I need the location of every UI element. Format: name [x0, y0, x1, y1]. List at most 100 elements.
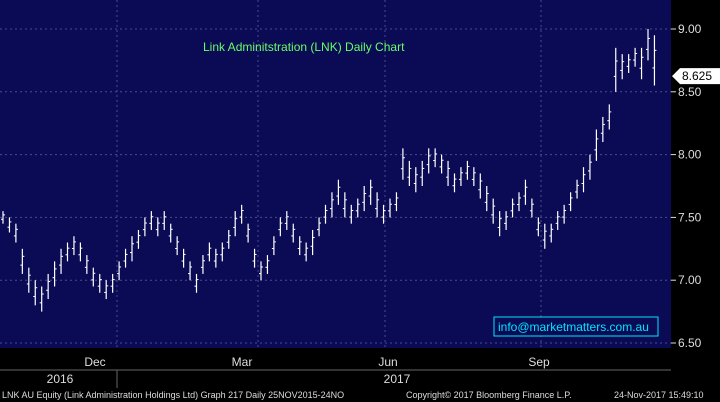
price-bar — [310, 229, 315, 256]
price-bar — [117, 261, 122, 281]
price-bar — [400, 148, 405, 180]
price-bar — [97, 273, 102, 293]
price-bar — [388, 198, 392, 218]
price-bar — [613, 47, 618, 92]
footer-security-info: LNK AU Equity (Link Administration Holdi… — [2, 390, 345, 400]
grid-lines — [0, 0, 671, 348]
price-bar — [84, 255, 89, 274]
price-bar — [407, 160, 412, 186]
price-bar — [207, 242, 212, 262]
price-bar — [233, 211, 238, 237]
last-price-label: 8.625 — [682, 69, 712, 83]
price-bar — [523, 179, 528, 205]
price-bar — [336, 179, 341, 205]
price-bar — [91, 267, 96, 287]
price-bar — [246, 223, 251, 243]
price-bar — [639, 47, 644, 80]
price-bar — [7, 217, 12, 233]
price-bar — [175, 236, 180, 256]
price-bar — [465, 160, 470, 180]
x-month-label: Sep — [528, 355, 550, 369]
y-tick-label: 7.50 — [678, 210, 702, 224]
price-bar — [426, 148, 431, 174]
price-bar — [284, 211, 289, 230]
price-bar — [304, 242, 309, 262]
x-year-label: 2017 — [384, 372, 411, 386]
price-bar — [562, 204, 567, 224]
price-bar — [375, 192, 380, 218]
price-bar — [652, 35, 657, 86]
price-bar — [368, 179, 373, 205]
price-bar — [633, 47, 638, 67]
x-month-label: Jun — [378, 355, 397, 369]
price-bar — [33, 280, 38, 306]
price-bar — [420, 160, 425, 186]
price-bar — [46, 273, 51, 300]
right-axis-panel — [671, 0, 720, 388]
price-bar — [446, 160, 451, 186]
x-axis-band — [0, 348, 671, 388]
price-bar — [536, 217, 541, 237]
price-bar — [188, 261, 193, 281]
price-bar — [484, 186, 489, 212]
footer-timestamp: 24-Nov-2017 15:49:10 — [614, 390, 704, 400]
price-bars — [1, 29, 657, 312]
price-bar — [26, 267, 31, 293]
y-tick-label: 6.50 — [678, 336, 702, 350]
y-axis: 6.50 7.00 7.50 8.00 8.50 9.00 — [671, 22, 702, 350]
y-tick-label: 9.00 — [678, 22, 702, 36]
price-bar — [13, 223, 18, 243]
price-bar — [130, 236, 134, 262]
price-bar — [478, 173, 483, 199]
price-bar — [549, 223, 554, 243]
x-year-label: 2016 — [47, 372, 74, 386]
price-bar — [271, 236, 276, 256]
contact-box — [493, 316, 659, 337]
price-bar — [213, 248, 218, 268]
price-bar — [142, 217, 147, 237]
price-bar — [568, 192, 573, 212]
price-bar — [439, 154, 444, 174]
price-bar — [413, 167, 418, 193]
contact-link[interactable]: info@marketmatters.com.au — [498, 320, 649, 334]
price-bar — [239, 204, 244, 224]
price-bar — [471, 167, 476, 186]
price-bar — [581, 167, 586, 193]
price-bar — [646, 29, 650, 61]
price-bar — [323, 204, 328, 224]
price-bar — [626, 54, 631, 73]
price-bar — [504, 211, 509, 230]
price-bar — [542, 223, 547, 249]
price-bar — [59, 248, 64, 274]
price-bar — [607, 104, 612, 130]
x-month-label: Dec — [84, 355, 105, 369]
price-bar — [149, 211, 154, 230]
price-bar — [575, 179, 580, 199]
price-bar — [594, 129, 599, 161]
price-bar — [600, 116, 605, 143]
price-bar — [433, 148, 438, 168]
x-month-label: Mar — [232, 355, 253, 369]
price-bar — [394, 192, 399, 212]
price-bar — [342, 192, 347, 218]
price-bar — [297, 236, 302, 256]
price-bar — [65, 242, 70, 262]
price-bar — [317, 217, 322, 237]
chart-title: Link Adminitstration (LNK) Daily Chart — [203, 40, 405, 54]
price-bar — [329, 192, 334, 218]
price-bar — [452, 173, 457, 193]
price-bar — [620, 54, 625, 80]
price-bar — [252, 248, 257, 268]
price-bar — [52, 261, 57, 287]
footer-bar: LNK AU Equity (Link Administration Holdi… — [0, 388, 720, 402]
price-bar — [20, 248, 25, 274]
price-bar — [110, 273, 115, 293]
price-bar — [529, 198, 534, 218]
price-bar — [1, 211, 5, 224]
price-bar — [39, 286, 44, 312]
price-bar — [291, 223, 296, 243]
y-tick-label: 7.00 — [678, 273, 702, 287]
price-bar — [587, 154, 592, 180]
price-bar — [491, 198, 496, 224]
